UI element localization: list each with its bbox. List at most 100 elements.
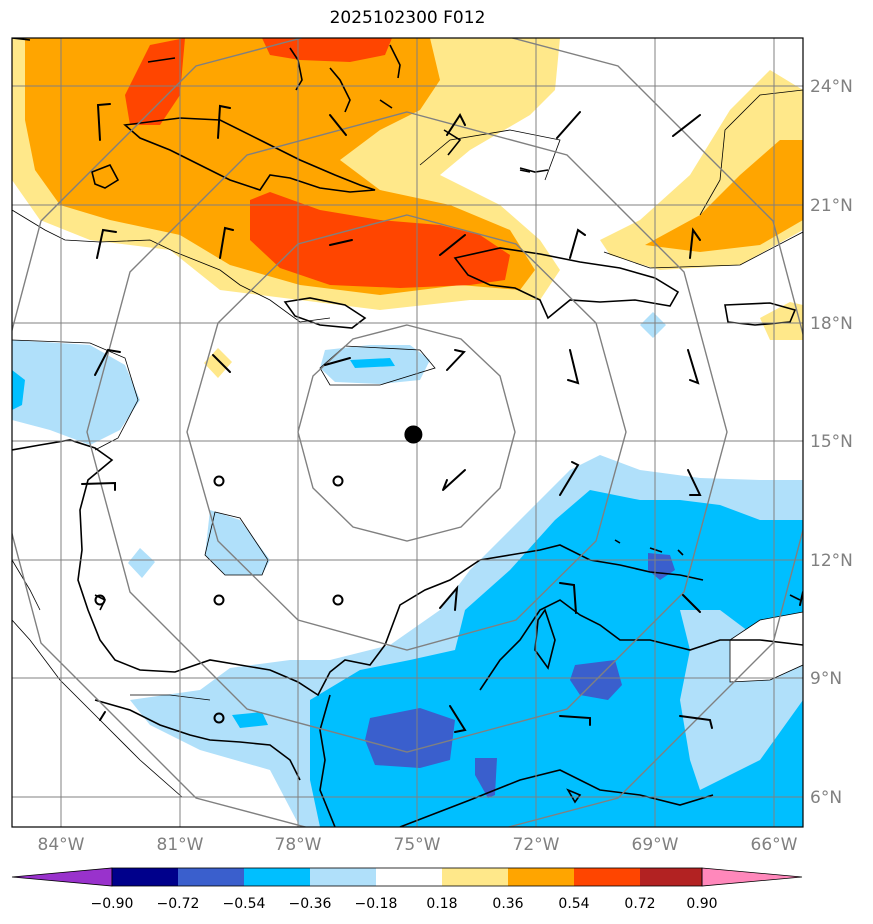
range-ring-3 (86, 111, 728, 753)
range-ring-1 (297, 324, 516, 542)
negative-contour-dark-1 (365, 708, 455, 768)
border-line-3 (419, 129, 561, 181)
colorbar-swatch (310, 868, 376, 886)
border-line-4 (130, 694, 211, 701)
lon-label: 66°W (751, 835, 798, 855)
border-line-1 (12, 339, 139, 451)
wind-barb (217, 104, 231, 139)
lat-label: 18°N (810, 314, 853, 334)
map-title: 2025102300 F012 (329, 8, 486, 28)
wind-barb (556, 111, 581, 139)
wind-barb (672, 114, 701, 137)
lat-label: 24°N (810, 77, 853, 97)
calm-wind-circle (213, 475, 225, 487)
coastlines (12, 38, 803, 827)
wind-barb (687, 349, 700, 385)
wind-barb (446, 112, 466, 136)
lat-label: 6°N (810, 788, 842, 808)
colorbar-swatch (112, 868, 178, 886)
wind-barb (99, 711, 106, 721)
bahamas-1-coastline (289, 47, 303, 91)
border-line-8 (12, 209, 331, 323)
wind-barb (212, 354, 231, 373)
colorbar: −0.90 −0.72 −0.54 −0.36 −0.18 0.18 0.36 … (11, 867, 803, 912)
lon-label: 72°W (513, 835, 560, 855)
wind-barb (687, 469, 702, 496)
lat-label: 21°N (810, 196, 853, 216)
wind-barb (446, 349, 466, 371)
wind-barb (559, 461, 580, 496)
neutral-pocket (730, 612, 803, 682)
negative-contour-spot-3 (205, 510, 270, 575)
isle-of-youth-coastline (91, 163, 120, 189)
wind-barb (679, 715, 713, 729)
negative-contour-spot-4 (128, 548, 155, 578)
wind-barb (569, 228, 586, 259)
calm-wind-markers (94, 475, 344, 724)
colorbar-tick-label: 0.90 (686, 896, 717, 912)
bahamas-3-coastline (379, 99, 393, 109)
negative-contour-south-small (232, 712, 268, 728)
colorbar-swatch (178, 868, 244, 886)
puerto-rico-coastline (724, 302, 797, 326)
longitude-labels: 84°W 81°W 78°W 75°W 72°W 69°W 66°W (38, 835, 798, 855)
negative-contour-spot-5 (640, 312, 666, 338)
positive-contour-east-small (760, 302, 803, 340)
wind-barb (96, 103, 111, 141)
wind-barb (81, 481, 116, 491)
range-ring-2 (186, 214, 627, 651)
bahamas-5-coastline (443, 129, 462, 156)
wind-barb (439, 234, 466, 256)
colorbar-swatch (376, 868, 442, 886)
negative-contour-spot-2 (350, 358, 395, 368)
wind-barb (96, 228, 117, 259)
colorbar-swatch (574, 868, 640, 886)
lon-label: 81°W (157, 835, 204, 855)
wind-barb (329, 239, 353, 246)
negative-contour-dark-2 (475, 758, 497, 798)
border-line-10 (12, 559, 183, 798)
cuba-coastline (123, 117, 376, 193)
positive-contour-red-3 (250, 192, 510, 288)
country-borders (12, 89, 803, 798)
wind-barb (559, 582, 577, 614)
wind-barb (324, 357, 351, 366)
colorbar-tick-label: −0.54 (223, 896, 266, 912)
wind-barb (689, 227, 701, 259)
border-line-9 (603, 231, 803, 269)
wind-barb (442, 469, 466, 491)
lat-label: 15°N (810, 432, 853, 452)
colorbar-swatch (244, 868, 310, 886)
border-line-6 (729, 611, 803, 683)
calm-wind-circle (213, 594, 225, 606)
negative-contour-west-medium (12, 370, 25, 410)
colorbar-tick-label: −0.18 (355, 896, 398, 912)
lat-label: 12°N (810, 551, 853, 571)
lon-label: 84°W (38, 835, 85, 855)
map-frame (11, 37, 804, 828)
lon-label: 75°W (394, 835, 441, 855)
colorbar-tick-label: 0.18 (426, 896, 457, 912)
colorbar-extend-high (701, 867, 803, 887)
wind-barb (567, 349, 580, 385)
negative-contour-west-light (12, 340, 140, 445)
positive-contour-east-orange (645, 140, 803, 252)
wind-barb (559, 715, 591, 726)
panama-coastline (94, 699, 301, 781)
latitude-labels: 24°N 21°N 18°N 15°N 12°N 9°N 6°N (810, 77, 853, 808)
calm-wind-circle (332, 594, 344, 606)
small-islands-coastline (519, 169, 801, 601)
positive-contour-spot (204, 348, 232, 378)
calm-wind-circle (94, 594, 106, 606)
range-rings (12, 38, 803, 827)
wind-barb (94, 348, 121, 376)
colorbar-tick-label: −0.72 (157, 896, 200, 912)
hispaniola-coastline (453, 247, 680, 320)
calm-wind-circle (213, 712, 225, 724)
trinidad-coastline (566, 788, 582, 804)
wind-barb (439, 584, 459, 611)
turks-coastline (519, 167, 549, 173)
colorbar-swatch (508, 868, 574, 886)
lat-label: 9°N (810, 669, 842, 689)
